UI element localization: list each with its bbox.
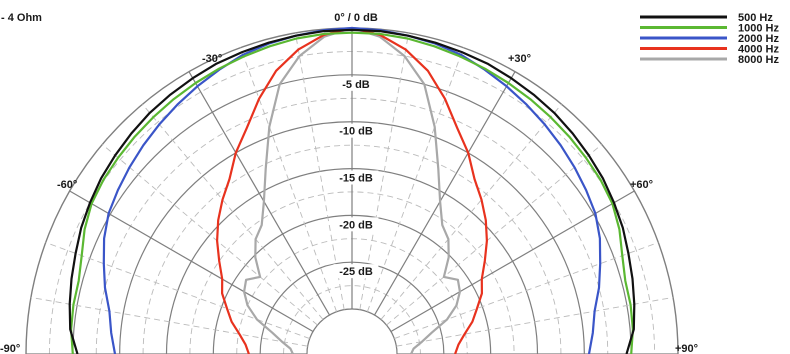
polar-curves	[68, 26, 636, 354]
db-label-bg	[333, 170, 379, 185]
minor-ring	[142, 144, 562, 354]
legend-label: 4000 Hz	[738, 44, 779, 56]
curve-2000-hz	[102, 26, 602, 354]
inner-ring	[306, 308, 398, 354]
legend-label: 500 Hz	[738, 12, 773, 24]
db-tick-label: -10 dB	[339, 126, 373, 138]
curve-1000-hz	[70, 31, 634, 354]
minor-spoke	[380, 103, 562, 320]
minor-spoke	[30, 296, 308, 347]
major-spoke	[373, 71, 516, 316]
legend-label: 8000 Hz	[738, 54, 779, 66]
db-label-bg	[333, 264, 379, 279]
major-spoke	[69, 190, 314, 333]
minor-spoke	[366, 47, 464, 312]
angle-tick-label: -30°	[202, 53, 222, 65]
major-spoke	[188, 71, 331, 316]
minor-spoke	[396, 296, 674, 347]
db-label-bg	[333, 217, 379, 232]
minor-spoke	[386, 144, 603, 326]
angle-tick-label: +90°	[675, 343, 698, 354]
db-label-bg	[337, 76, 375, 91]
angle-tick-label: -90°	[0, 343, 20, 354]
minor-spoke	[101, 144, 318, 326]
curve-500-hz	[68, 28, 636, 354]
db-label-bg	[333, 123, 379, 138]
angle-tick-label: -60°	[57, 179, 77, 191]
angle-tick-label: +30°	[508, 53, 531, 65]
angle-tick-label: +60°	[630, 179, 653, 191]
major-spoke	[390, 190, 635, 333]
top-axis-label: 0° / 0 dB	[334, 12, 378, 24]
minor-spoke	[359, 32, 410, 310]
db-tick-label: -15 dB	[339, 173, 373, 185]
legend-label: 1000 Hz	[738, 23, 779, 35]
legend-label: 2000 Hz	[738, 33, 779, 45]
minor-spoke	[294, 32, 345, 310]
db-tick-label: -25 dB	[339, 266, 373, 278]
db-tick-label: -20 dB	[339, 219, 373, 231]
impedance-label: - 4 Ohm	[1, 12, 42, 24]
db-tick-label: -5 dB	[342, 79, 370, 91]
minor-spoke	[142, 103, 324, 320]
minor-ring	[283, 285, 421, 354]
minor-spoke	[240, 47, 338, 312]
minor-spoke	[394, 242, 659, 340]
polar-labels: 0° / 0 dB -5 dB -10 dB -15 dB -20 dB -25 dB -9…	[0, 12, 698, 354]
minor-spoke	[45, 242, 310, 340]
